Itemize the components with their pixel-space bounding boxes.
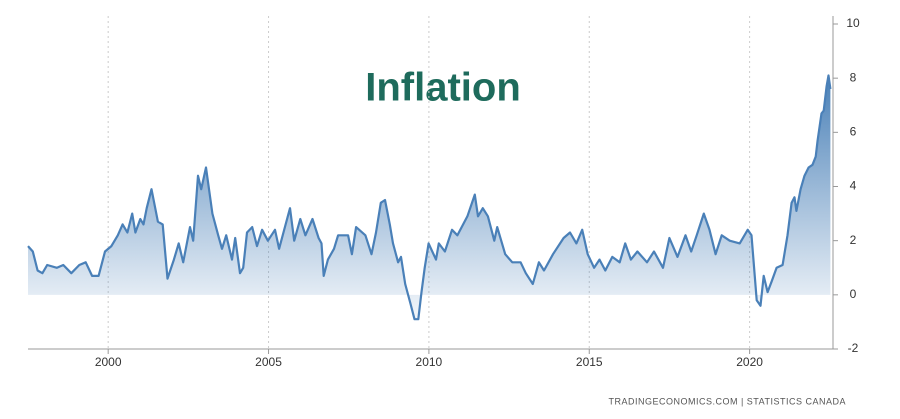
- y-tick-label: 2: [850, 233, 857, 247]
- chart-title: Inflation: [365, 66, 521, 110]
- y-tick-label: 10: [846, 16, 860, 30]
- x-tick-label: 2010: [416, 355, 443, 369]
- x-tick-label: 2020: [736, 355, 763, 369]
- y-tick-label: -2: [848, 341, 859, 355]
- y-tick-label: 0: [850, 287, 857, 301]
- source: TRADINGECONOMICS.COM | STATISTICS CANADA: [608, 396, 846, 406]
- y-tick-label: 8: [850, 70, 857, 84]
- x-tick-label: 2005: [255, 355, 282, 369]
- y-tick-label: 6: [850, 125, 857, 139]
- line: [27, 74, 832, 321]
- y-tick-label: 4: [850, 179, 857, 193]
- x-tick-label: 2000: [95, 355, 122, 369]
- x-tick-label: 2015: [576, 355, 603, 369]
